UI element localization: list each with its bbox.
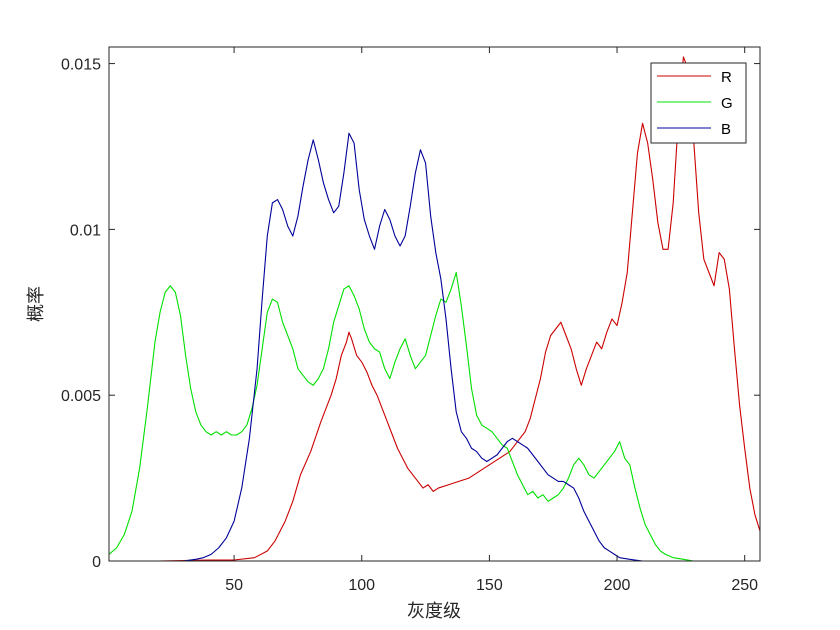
ticks-layer: 50 100 150 200 250 0 0.005 0.01 0.015 bbox=[61, 47, 760, 594]
y-tick-label: 0.005 bbox=[61, 388, 101, 405]
series-line-g bbox=[109, 271, 760, 561]
x-axis-title: 灰度级 bbox=[407, 601, 461, 622]
x-tick-label: 50 bbox=[225, 577, 243, 594]
y-tick-label: 0.015 bbox=[61, 57, 101, 74]
y-tick-label: 0 bbox=[92, 554, 101, 571]
legend-label-g: G bbox=[721, 95, 733, 112]
x-tick-label: 250 bbox=[731, 577, 758, 594]
x-tick-label: 100 bbox=[348, 577, 375, 594]
x-tick-label: 150 bbox=[476, 577, 503, 594]
legend: RGB bbox=[650, 62, 747, 144]
y-axis-title: 概率 bbox=[26, 286, 47, 322]
plot-frame bbox=[108, 46, 761, 562]
x-tick-label: 200 bbox=[604, 577, 631, 594]
series-line-b bbox=[109, 132, 760, 561]
legend-label-b: B bbox=[721, 121, 731, 138]
legend-label-r: R bbox=[721, 69, 732, 86]
y-tick-label: 0.01 bbox=[70, 222, 101, 239]
